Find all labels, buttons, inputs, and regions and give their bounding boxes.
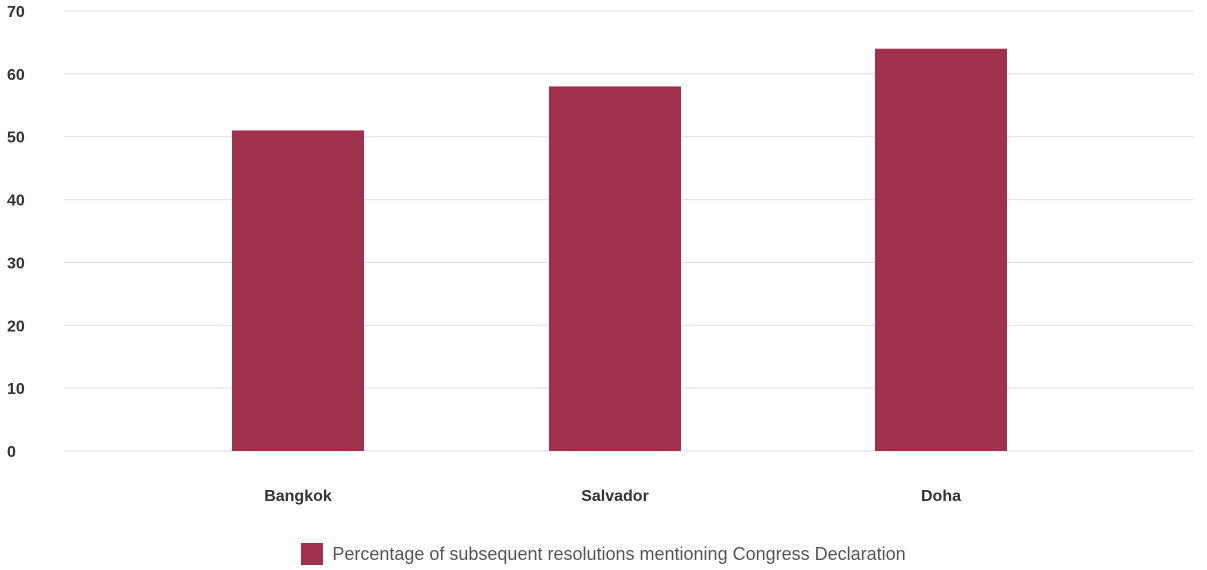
- y-tick-label: 30: [7, 255, 25, 272]
- y-tick-label: 40: [7, 193, 25, 210]
- y-tick-label: 0: [7, 444, 16, 461]
- legend-swatch: [301, 543, 324, 565]
- category-label-doha: Doha: [921, 488, 961, 505]
- y-tick-label: 60: [7, 67, 25, 84]
- y-axis-tick-labels: 0 10 20 30 40 50 60 70: [7, 4, 25, 461]
- bar-salvador: [549, 86, 681, 451]
- bars: [232, 48, 1007, 451]
- bar-doha: [875, 48, 1007, 451]
- x-axis-category-labels: Bangkok Salvador Doha: [264, 488, 961, 505]
- legend: Percentage of subsequent resolutions men…: [0, 543, 1207, 565]
- y-tick-label: 20: [7, 318, 25, 335]
- y-tick-label: 10: [7, 381, 25, 398]
- legend-label: Percentage of subsequent resolutions men…: [332, 543, 906, 564]
- y-tick-label: 70: [7, 4, 25, 21]
- y-tick-label: 50: [7, 130, 25, 147]
- category-label-bangkok: Bangkok: [264, 488, 332, 505]
- bar-bangkok: [232, 130, 364, 451]
- category-label-salvador: Salvador: [581, 488, 649, 505]
